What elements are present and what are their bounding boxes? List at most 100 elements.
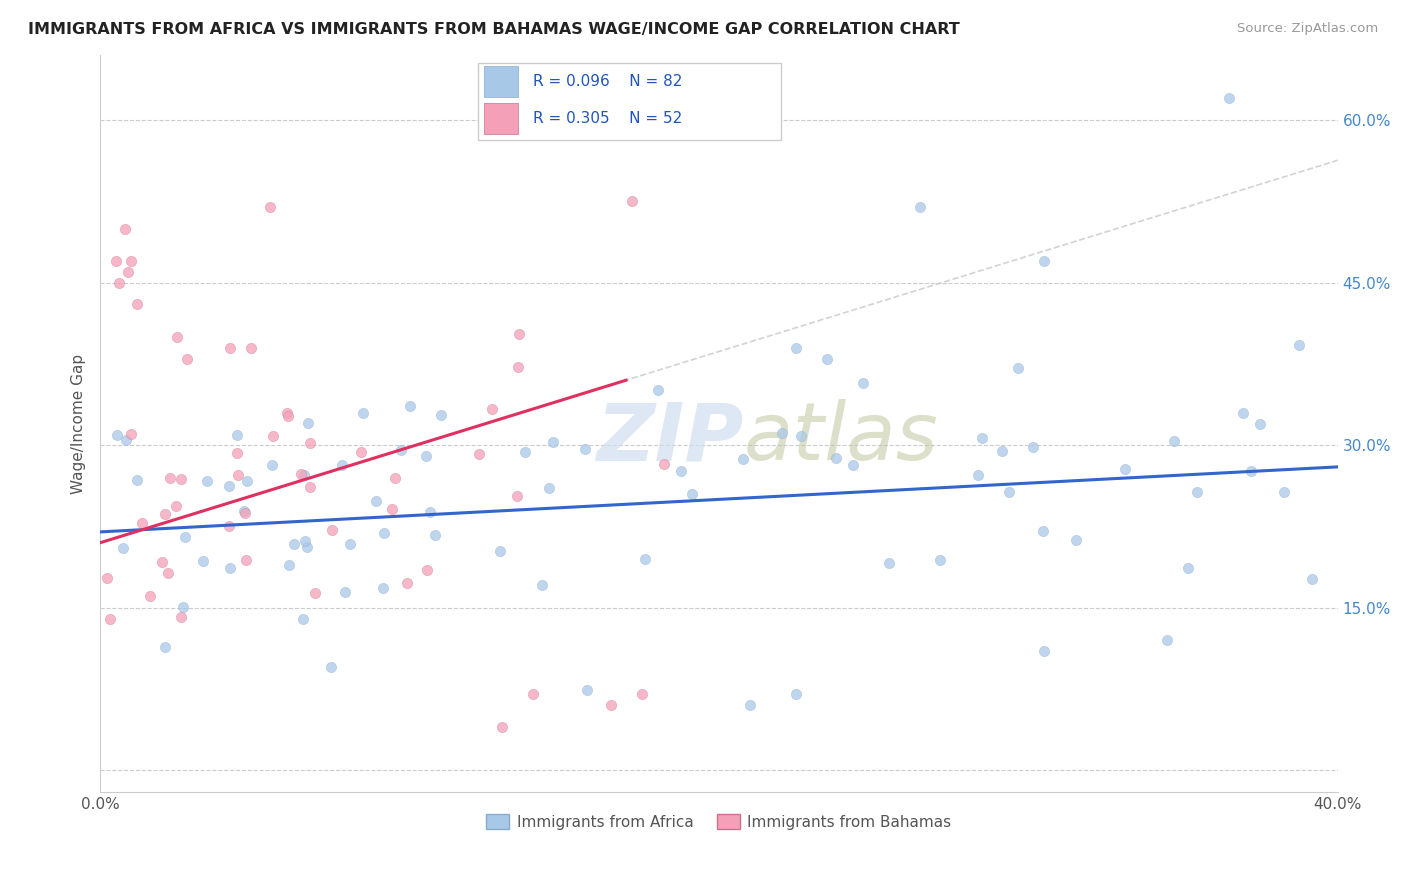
Point xyxy=(770,425,793,440)
Point xyxy=(1114,461,1136,475)
Bar xyxy=(484,103,519,134)
Point xyxy=(321,524,343,538)
Point xyxy=(877,556,900,570)
Point xyxy=(972,431,994,445)
Text: Source: ZipAtlas.com: Source: ZipAtlas.com xyxy=(1237,22,1378,36)
Point xyxy=(120,254,142,268)
Point xyxy=(630,688,652,702)
Point xyxy=(785,341,807,355)
Point xyxy=(738,698,761,713)
Point xyxy=(513,445,536,459)
Point xyxy=(599,698,621,713)
Point xyxy=(1156,633,1178,648)
Point xyxy=(233,504,256,518)
Point xyxy=(283,536,305,550)
Point xyxy=(652,457,675,471)
Point xyxy=(671,464,693,478)
Point xyxy=(105,428,128,442)
Point xyxy=(505,489,527,503)
Point xyxy=(1032,254,1054,268)
Point xyxy=(294,533,316,548)
Point xyxy=(228,467,250,482)
Point xyxy=(114,221,136,235)
Point xyxy=(1272,484,1295,499)
Point xyxy=(415,449,437,463)
Point xyxy=(1177,560,1199,574)
Point xyxy=(107,276,129,290)
Point xyxy=(1218,91,1240,105)
Point xyxy=(170,610,193,624)
Point xyxy=(98,612,121,626)
Point xyxy=(218,518,240,533)
Point xyxy=(239,341,262,355)
Point xyxy=(219,341,242,355)
Point xyxy=(537,481,560,495)
Point xyxy=(259,200,281,214)
Point xyxy=(115,433,138,447)
Point xyxy=(423,528,446,542)
Point xyxy=(159,471,181,485)
Point xyxy=(1288,338,1310,352)
Point xyxy=(1163,434,1185,449)
Point xyxy=(127,473,149,487)
Point xyxy=(165,499,187,513)
Point xyxy=(292,467,315,482)
Point xyxy=(156,566,179,581)
Point xyxy=(389,443,412,458)
Bar xyxy=(484,66,519,97)
Point xyxy=(195,475,218,489)
Point xyxy=(120,427,142,442)
Point xyxy=(491,720,513,734)
Point xyxy=(226,446,249,460)
Point xyxy=(574,442,596,456)
Point xyxy=(620,194,643,208)
Point xyxy=(262,429,284,443)
Point xyxy=(131,516,153,531)
Point xyxy=(127,297,149,311)
Point xyxy=(468,447,491,461)
Point xyxy=(350,445,373,459)
Point xyxy=(166,330,188,344)
Point xyxy=(373,525,395,540)
Point xyxy=(176,351,198,366)
Point xyxy=(150,555,173,569)
Point xyxy=(295,541,318,555)
Point xyxy=(785,688,807,702)
Text: ZIP: ZIP xyxy=(596,400,744,477)
Point xyxy=(481,401,503,416)
Point xyxy=(260,458,283,472)
Point xyxy=(789,429,811,443)
Point xyxy=(226,427,249,442)
Point xyxy=(824,451,846,466)
Point xyxy=(381,501,404,516)
Point xyxy=(733,452,755,467)
Point xyxy=(908,200,931,214)
Point xyxy=(276,405,298,419)
Point xyxy=(489,544,512,558)
Point xyxy=(352,407,374,421)
Text: R = 0.096    N = 82: R = 0.096 N = 82 xyxy=(533,74,683,89)
Point xyxy=(304,586,326,600)
Point xyxy=(419,505,441,519)
Point xyxy=(173,530,195,544)
Point xyxy=(339,537,361,551)
Point xyxy=(235,553,257,567)
Point xyxy=(1187,485,1209,500)
Point xyxy=(1249,417,1271,431)
Point xyxy=(1032,524,1054,539)
Point xyxy=(1232,406,1254,420)
Point xyxy=(842,458,865,472)
Point xyxy=(153,507,176,521)
Point xyxy=(1007,360,1029,375)
Point xyxy=(998,485,1021,500)
Point xyxy=(330,458,353,472)
Point xyxy=(1022,440,1045,454)
Point xyxy=(647,384,669,398)
FancyBboxPatch shape xyxy=(478,62,780,140)
Text: atlas: atlas xyxy=(744,400,938,477)
Point xyxy=(153,640,176,654)
Point xyxy=(96,571,118,585)
Point xyxy=(1064,533,1087,547)
Point xyxy=(117,265,139,279)
Point xyxy=(508,326,530,341)
